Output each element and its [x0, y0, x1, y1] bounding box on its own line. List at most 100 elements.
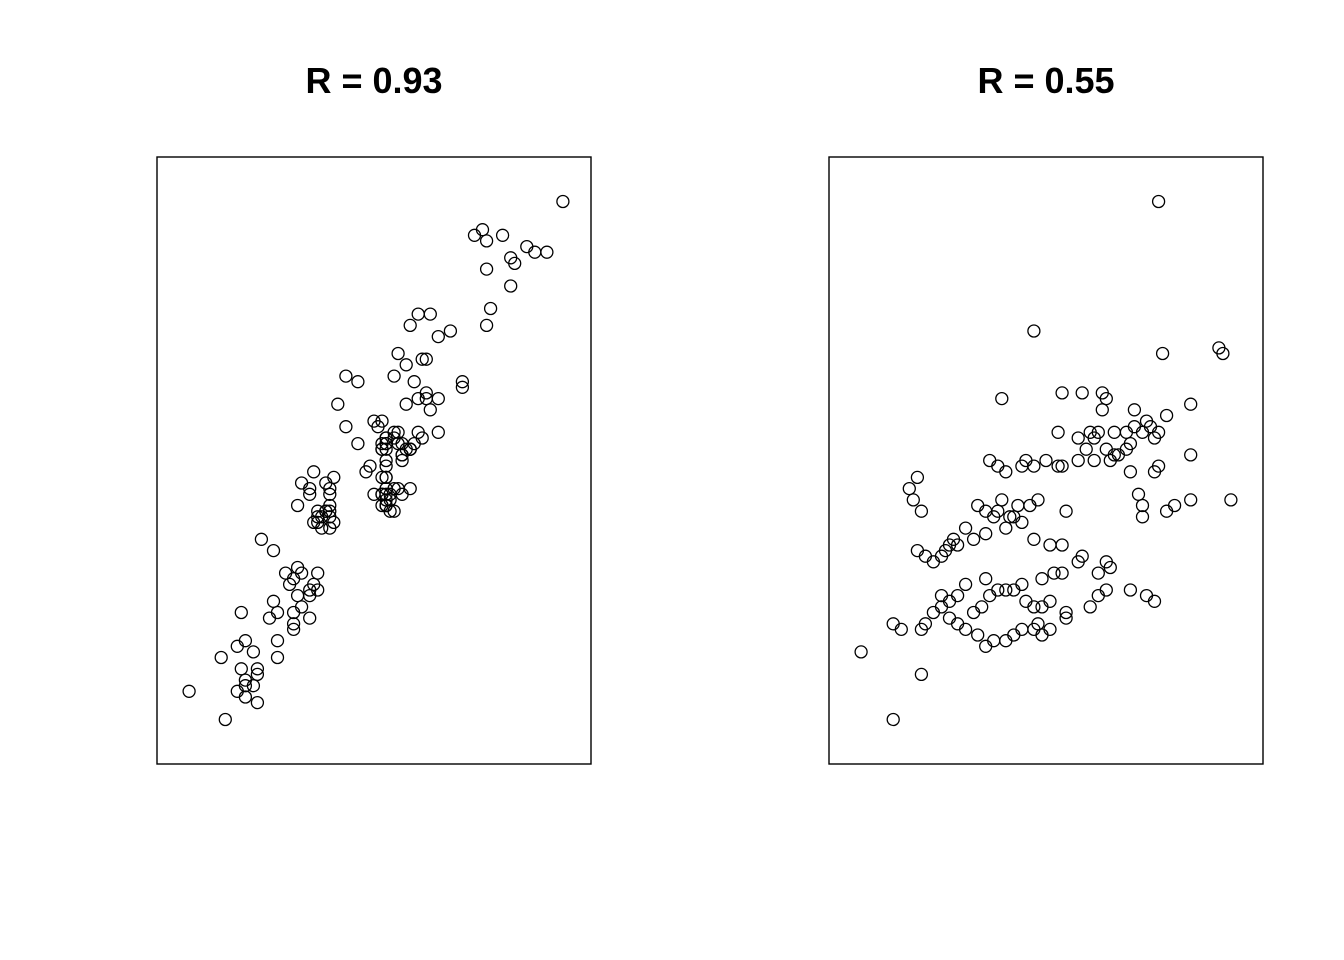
scatter-point	[234, 605, 248, 620]
scatter-point	[1135, 425, 1150, 439]
scatter-point	[238, 634, 253, 648]
scatter-point	[303, 611, 317, 625]
scatter-point	[1099, 442, 1113, 456]
scatter-point	[391, 346, 405, 361]
scatter-point	[1131, 487, 1146, 501]
scatter-point	[504, 279, 518, 293]
scatter-point	[1027, 324, 1041, 338]
scatter-point	[926, 555, 941, 569]
scatter-point	[1155, 346, 1170, 361]
scatter-point	[983, 588, 997, 603]
scatter-point	[323, 481, 337, 496]
scatter-point	[528, 245, 542, 259]
scatter-point	[987, 634, 1001, 648]
scatter-point	[218, 712, 232, 727]
scatter-point	[290, 498, 305, 513]
scatter-point	[1151, 194, 1166, 209]
scatter-point	[387, 504, 401, 518]
scatter-point	[431, 425, 445, 439]
scatter-point	[495, 228, 510, 242]
scatter-point	[910, 543, 925, 558]
scatter-point	[479, 234, 494, 248]
scatter-point	[1011, 498, 1025, 513]
scatter-point	[1099, 583, 1113, 597]
scatter-point	[375, 442, 389, 456]
scatter-point	[1151, 459, 1166, 473]
scatter-point	[379, 470, 393, 485]
scatter-point	[359, 465, 373, 479]
scatter-point	[286, 622, 301, 637]
scatter-point	[1091, 566, 1105, 580]
scatter-point	[1007, 583, 1021, 597]
scatter-point	[230, 684, 244, 698]
scatter-point	[407, 375, 421, 389]
scatter-point	[906, 493, 920, 507]
scatter-point	[1031, 493, 1045, 507]
scatter-point	[520, 239, 534, 254]
scatter-point	[327, 470, 341, 485]
scatter-point	[270, 634, 285, 648]
scatter-point	[1019, 594, 1033, 608]
scatter-point	[942, 594, 957, 608]
scatter-point	[1135, 498, 1150, 513]
scatter-point	[1015, 622, 1029, 637]
scatter-point	[1147, 594, 1162, 608]
scatter-point	[1027, 532, 1041, 546]
scatter-point	[1071, 453, 1085, 468]
scatter-point	[1216, 346, 1230, 361]
scatter-point	[411, 391, 425, 406]
scatter-point	[999, 521, 1013, 535]
scatter-point	[979, 639, 993, 653]
scatter-point	[1159, 504, 1174, 518]
scatter-point	[303, 583, 317, 597]
scatter-point	[1075, 386, 1089, 400]
scatter-point	[1103, 560, 1117, 575]
scatter-point	[1159, 408, 1174, 423]
scatter-point	[323, 487, 337, 501]
scatter-point	[987, 510, 1001, 524]
scatter-point	[379, 459, 393, 473]
scatter-point	[411, 307, 425, 321]
scatter-point	[1059, 611, 1073, 625]
scatter-point	[886, 712, 900, 727]
scatter-point	[958, 577, 973, 592]
scatter-point	[266, 594, 281, 608]
scatter-point	[262, 611, 277, 625]
scatter-point	[1083, 600, 1097, 614]
scatter-panel-left: R = 0.93	[156, 60, 592, 765]
scatter-point	[311, 566, 325, 580]
scatter-point	[1184, 397, 1198, 411]
scatter-point	[303, 588, 317, 603]
scatter-point	[995, 391, 1009, 406]
scatter-point	[387, 481, 401, 496]
scatter-point	[1051, 459, 1065, 473]
scatter-point	[294, 600, 309, 614]
scatter-point	[238, 690, 253, 704]
scatter-point	[443, 324, 458, 338]
scatter-point	[479, 262, 494, 276]
scatter-point	[395, 448, 409, 462]
scatter-point	[431, 391, 445, 406]
scatter-point	[339, 369, 353, 383]
scatter-point	[914, 667, 929, 682]
scatter-point	[331, 397, 345, 411]
scatter-point	[246, 679, 261, 693]
scatter-point	[1095, 386, 1109, 400]
scatter-point	[423, 307, 437, 321]
scatter-point	[991, 583, 1005, 597]
scatter-point	[379, 453, 393, 468]
scatter-point	[999, 583, 1013, 597]
scatter-point	[1224, 493, 1238, 507]
scatter-point	[999, 634, 1013, 648]
scatter-point	[475, 223, 490, 237]
scatter-point	[290, 588, 305, 603]
scatter-point	[1035, 572, 1049, 586]
scatter-point	[966, 605, 981, 620]
scatter-point	[282, 577, 297, 592]
scatter-point	[270, 650, 285, 665]
scatter-point	[1047, 566, 1061, 580]
scatter-point	[1184, 448, 1198, 462]
scatter-point	[886, 617, 900, 631]
scatter-point	[403, 481, 417, 496]
scatter-point	[270, 605, 285, 620]
